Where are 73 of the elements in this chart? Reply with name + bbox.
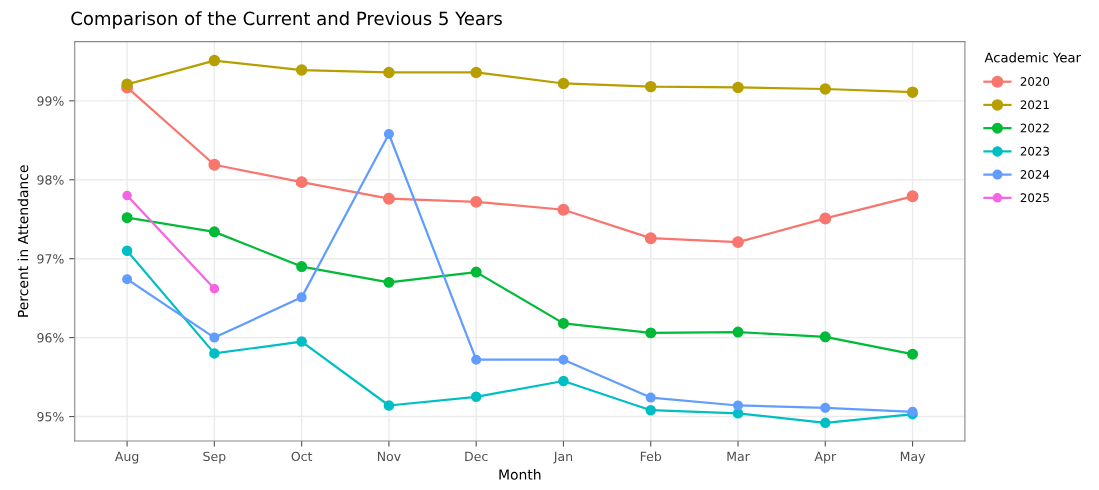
point	[471, 354, 482, 365]
point	[906, 86, 919, 98]
point	[470, 391, 482, 403]
point	[820, 402, 831, 413]
x-tick-label: Jan	[553, 451, 573, 464]
x-tick-label: Dec	[465, 451, 488, 462]
point	[557, 317, 569, 329]
x-tick-label: Aug	[114, 451, 139, 464]
y-axis-title: Percent in Attendance	[17, 165, 29, 317]
point	[557, 203, 570, 216]
point	[558, 375, 569, 387]
legend-label: 2020	[1020, 77, 1050, 86]
point	[470, 66, 482, 79]
point	[209, 283, 220, 294]
point	[906, 190, 919, 203]
point	[122, 274, 133, 285]
point	[382, 192, 395, 205]
point	[645, 392, 656, 403]
point	[383, 66, 395, 79]
point	[121, 212, 133, 224]
point	[383, 400, 395, 411]
y-tick-label: 99%	[37, 96, 64, 106]
x-tick-label: Apr	[814, 451, 837, 464]
x-tick-label: Mar	[727, 451, 750, 462]
point	[820, 417, 831, 429]
point	[644, 232, 657, 245]
point	[732, 236, 744, 249]
point	[645, 404, 656, 416]
point	[557, 77, 570, 90]
legend-label: 2023	[1020, 146, 1049, 156]
point	[383, 276, 395, 288]
point	[209, 332, 220, 343]
point	[732, 326, 744, 338]
point	[295, 176, 308, 189]
legend-label: 2022	[1020, 123, 1049, 133]
y-tick-label: 95%	[37, 412, 64, 422]
point	[645, 327, 657, 339]
point	[296, 261, 308, 273]
point	[558, 354, 569, 365]
legend-label: 2024	[1020, 169, 1050, 179]
point	[295, 64, 308, 76]
point	[819, 331, 831, 343]
point	[296, 336, 307, 347]
legend-title: Academic Year	[984, 52, 1081, 63]
point	[208, 226, 220, 238]
point	[819, 212, 832, 225]
x-tick-label: Oct	[291, 451, 313, 462]
chart-title: Comparison of the Current and Previous 5 Years	[71, 11, 502, 29]
legend-label: 2025	[1020, 193, 1049, 203]
y-tick-label: 98%	[37, 175, 64, 185]
point	[470, 195, 483, 208]
point	[383, 128, 394, 139]
point	[470, 266, 482, 278]
point	[208, 54, 221, 67]
x-axis-title: Month	[499, 469, 541, 480]
y-tick-label: 97%	[37, 254, 64, 264]
point	[121, 78, 133, 90]
x-tick-label: May	[900, 451, 926, 464]
x-tick-label: Feb	[640, 451, 662, 462]
x-tick-label: Nov	[377, 451, 401, 462]
point	[122, 190, 132, 201]
legend-label: 2021	[1020, 100, 1049, 110]
point	[296, 292, 307, 303]
point	[819, 83, 832, 95]
point	[907, 348, 919, 360]
point	[645, 80, 657, 93]
point	[732, 81, 744, 94]
point	[209, 348, 220, 359]
point	[733, 400, 744, 411]
point	[208, 158, 221, 171]
point	[121, 245, 133, 257]
y-tick-label: 96%	[37, 333, 64, 343]
x-tick-label: Sep	[203, 451, 226, 464]
